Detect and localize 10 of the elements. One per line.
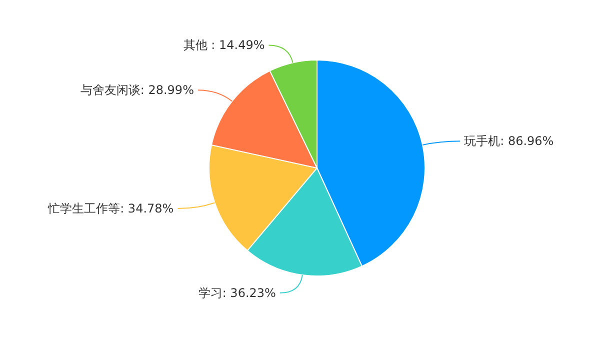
data-label: : 28.99% <box>140 83 194 98</box>
data-label: : 34.78% <box>120 202 174 216</box>
data-label: : 36.23% <box>222 286 276 300</box>
slice-label: 忙学生工作等 <box>47 202 120 216</box>
data-label: : 86.96% <box>500 134 554 148</box>
slice-label: 与舍友闲谈 <box>80 83 140 98</box>
slice-label: 学习 <box>198 286 222 300</box>
slice-label: 玩手机 <box>464 134 500 148</box>
slice-label: 其他 <box>183 38 208 52</box>
data-label: : 14.49% <box>207 38 265 52</box>
